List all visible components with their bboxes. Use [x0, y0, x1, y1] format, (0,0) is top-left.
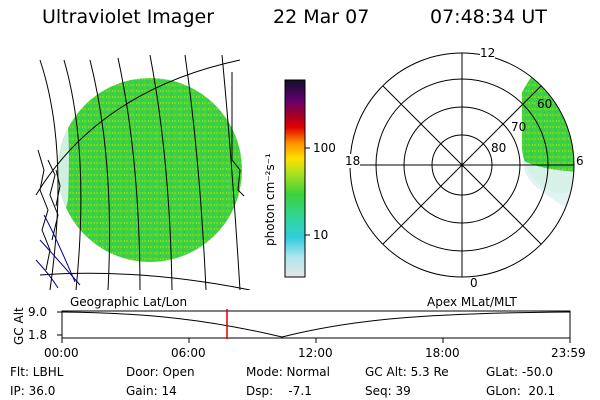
colorbar-tick-100: 100	[313, 141, 336, 155]
door-status: Door: Open	[126, 365, 195, 379]
dsp-status: Dsp: -7.1	[246, 384, 312, 398]
alt-axis-label: GC Alt	[12, 307, 26, 345]
ip-status: IP: 36.0	[10, 384, 56, 398]
app-title: Ultraviolet Imager	[42, 6, 215, 28]
lat-label-80: 80	[491, 141, 507, 155]
gain-status: Gain: 14	[126, 384, 177, 398]
glon-status: GLon: 20.1	[486, 384, 556, 398]
lat-label-60: 60	[537, 97, 553, 111]
lat-label-70: 70	[511, 120, 527, 134]
mode-status: Mode: Normal	[246, 365, 330, 379]
polar-plot	[349, 52, 575, 278]
altitude-plot	[57, 309, 571, 343]
mlt-label-0: 0	[470, 276, 478, 290]
time-tick-2359: 23:59	[551, 346, 586, 360]
right-panel-title: Apex MLat/MLT	[427, 295, 517, 309]
colorbar-tick-10: 10	[313, 228, 329, 242]
time-tick-0600: 06:00	[171, 346, 206, 360]
earth-image	[58, 78, 242, 262]
colorbar-unit-label: photon cm⁻²s⁻¹	[263, 153, 277, 246]
date-label: 22 Mar 07	[273, 6, 370, 28]
mlt-label-6: 6	[576, 154, 584, 168]
time-tick-1200: 12:00	[298, 346, 333, 360]
gc-alt-status: GC Alt: 5.3 Re	[365, 365, 449, 379]
left-panel-title: Geographic Lat/Lon	[70, 295, 188, 309]
alt-tick-1-8: 1.8	[28, 328, 48, 342]
lat-lon-grid	[35, 55, 251, 290]
colorbar	[284, 79, 306, 278]
glat-status: GLat: -50.0	[486, 365, 553, 379]
seq-status: Seq: 39	[365, 384, 411, 398]
time-tick-1800: 18:00	[425, 346, 460, 360]
alt-tick-9: 9.0	[28, 305, 48, 319]
time-label: 07:48:34 UT	[430, 6, 547, 28]
mlt-label-18: 18	[345, 154, 361, 168]
mlt-label-12: 12	[480, 46, 496, 60]
time-tick-0000: 00:00	[44, 346, 79, 360]
filter-status: Flt: LBHL	[10, 365, 64, 379]
